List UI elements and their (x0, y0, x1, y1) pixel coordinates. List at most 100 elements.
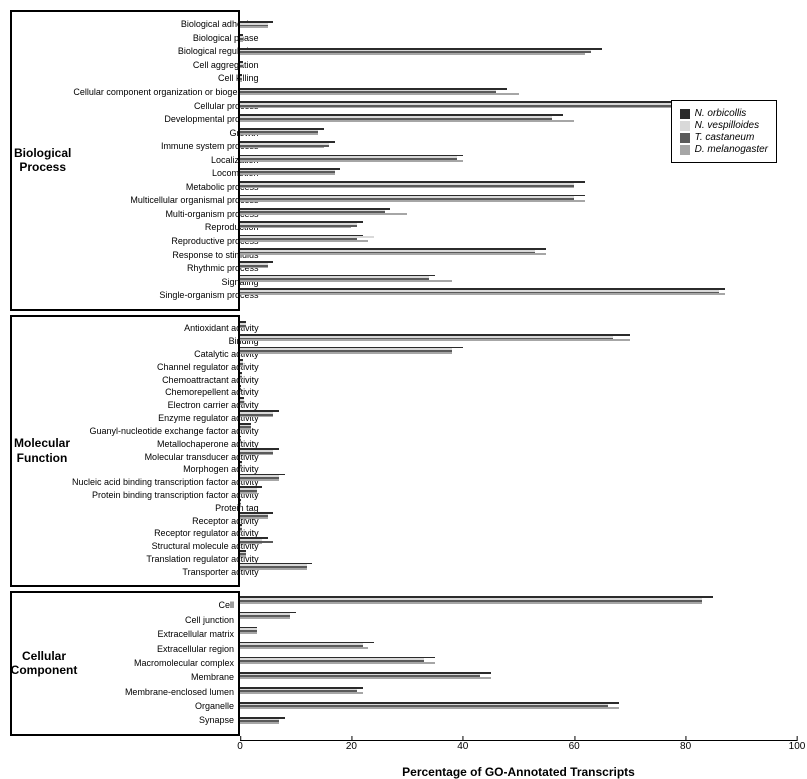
bar-group (240, 474, 797, 481)
bar-group (240, 537, 797, 544)
category-label: Cell aggregation (73, 61, 258, 70)
category-label: Chemoattractant activity (72, 376, 259, 385)
category-label: Translation regulator activity (72, 555, 259, 564)
bar-group (240, 702, 797, 709)
legend-label: T. castaneum (695, 132, 755, 143)
bar (240, 568, 307, 570)
category-label: Morphogen activity (72, 465, 259, 474)
bar (240, 339, 630, 341)
x-tick: 100 (789, 741, 806, 752)
bar (240, 173, 335, 175)
bar (240, 479, 279, 481)
category-label: Biological regulation (73, 47, 258, 56)
bar-group (240, 334, 797, 341)
bar (240, 93, 519, 95)
bar-group (240, 195, 797, 202)
bar-group (240, 612, 797, 619)
category-label: Cell junction (76, 616, 234, 625)
bar-group (240, 627, 797, 634)
bar (240, 416, 273, 418)
bar (240, 293, 725, 295)
category-label: Extracellular matrix (76, 630, 234, 639)
bar-group (240, 448, 797, 455)
bar (240, 40, 243, 42)
legend-item: D. melanogaster (680, 144, 768, 155)
legend-swatch (680, 121, 690, 131)
category-label: Metabolic process (73, 183, 258, 192)
category-label: Synapse (76, 716, 234, 725)
legend-item: N. vespilloides (680, 120, 768, 131)
category-label: Guanyl-nucleotide exchange factor activi… (72, 427, 259, 436)
category-label: Metallochaperone activity (72, 440, 259, 449)
bar (240, 692, 363, 694)
bar (240, 213, 407, 215)
left-column: Biological ProcessBiological adhesionBio… (10, 10, 240, 740)
category-label: Growth (73, 129, 258, 138)
bar-group (240, 48, 797, 55)
bar-group (240, 596, 797, 603)
bar (240, 428, 251, 430)
bar (240, 617, 290, 619)
bar-group (240, 74, 797, 81)
bar (240, 240, 368, 242)
category-label: Extracellular region (76, 645, 234, 654)
section-title: Cellular Component (12, 593, 76, 734)
category-label: Rhythmic process (73, 264, 258, 273)
category-label: Enzyme regulator activity (72, 414, 259, 423)
bar-group (240, 372, 797, 379)
bar (240, 133, 318, 135)
category-label: Nucleic acid binding transcription facto… (72, 478, 259, 487)
category-label: Protein tag (72, 504, 259, 513)
bar-group (240, 385, 797, 392)
category-label: Reproductive process (73, 237, 258, 246)
bar-group (240, 181, 797, 188)
category-label: Macromolecular complex (76, 659, 234, 668)
bar-group (240, 21, 797, 28)
category-label: Protein binding transcription factor act… (72, 491, 259, 500)
x-axis-label: Percentage of GO-Annotated Transcripts (240, 765, 797, 779)
bar (240, 530, 242, 532)
bar-group (240, 642, 797, 649)
bar-group (240, 288, 797, 295)
category-label: Receptor regulator activity (72, 529, 259, 538)
section-title: Molecular Function (12, 317, 72, 585)
bar (240, 280, 452, 282)
plot-section (240, 310, 797, 580)
category-label: Catalytic activity (72, 350, 259, 359)
bar (240, 647, 368, 649)
bar (240, 327, 246, 329)
bar (240, 677, 491, 679)
category-label: Cellular component organization or bioge… (73, 88, 258, 97)
bar (240, 377, 242, 379)
category-label: Receptor activity (72, 517, 259, 526)
bar (240, 662, 435, 664)
bar (240, 80, 242, 82)
category-label: Cell killing (73, 74, 258, 83)
bar-group (240, 347, 797, 354)
category-label: Cell (76, 601, 234, 610)
category-label: Developmental process (73, 115, 258, 124)
bar-group (240, 672, 797, 679)
bar-group (240, 261, 797, 268)
bar (240, 722, 279, 724)
plot-column: N. orbicollisN. vespilloidesT. castaneum… (240, 10, 797, 740)
bar-group (240, 359, 797, 366)
category-label: Locomotion (73, 169, 258, 178)
chart-container: Biological ProcessBiological adhesionBio… (10, 10, 797, 740)
bar-group (240, 410, 797, 417)
bar (240, 253, 546, 255)
bar-group (240, 248, 797, 255)
bar (240, 187, 574, 189)
bar-group (240, 88, 797, 95)
category-label: Membrane (76, 673, 234, 682)
section-title: Biological Process (12, 12, 73, 309)
category-label: Signaling (73, 278, 258, 287)
labels: Biological adhesionBiological phaseBiolo… (73, 12, 262, 309)
bar (240, 67, 243, 69)
category-label: Cellular process (73, 102, 258, 111)
x-tick: 20 (346, 741, 357, 752)
bar (240, 147, 324, 149)
x-tick: 0 (237, 741, 243, 752)
bar-group (240, 275, 797, 282)
bar (240, 543, 262, 545)
